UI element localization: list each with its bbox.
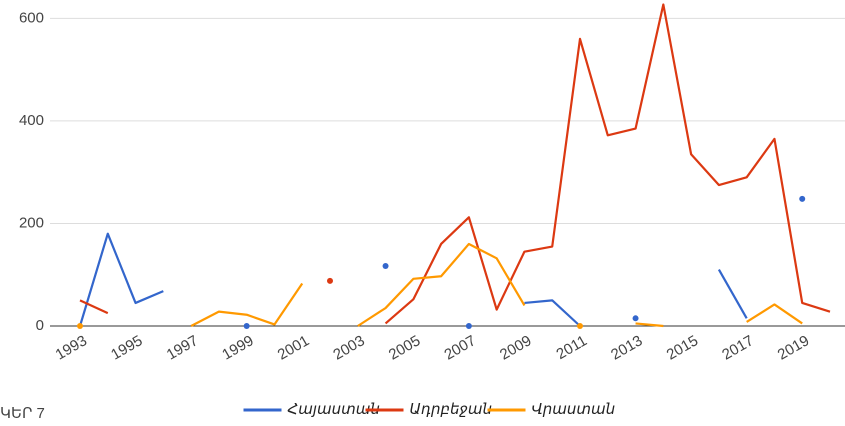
point xyxy=(577,323,583,329)
x-tick-label: 2013 xyxy=(608,332,645,363)
x-tick-label: 1997 xyxy=(164,332,201,363)
x-tick-label: 1999 xyxy=(219,332,256,363)
legend-label: Վրաստան xyxy=(532,401,616,418)
x-tick-label: 2007 xyxy=(441,332,478,363)
series-line xyxy=(717,269,748,319)
y-tick-label: 400 xyxy=(19,112,44,129)
series-line xyxy=(746,303,803,325)
series-line xyxy=(79,299,109,315)
x-tick-label: 2003 xyxy=(330,332,367,363)
x-tick-label: 2019 xyxy=(775,332,812,363)
point xyxy=(382,263,389,270)
x-tick-label: 2001 xyxy=(275,332,312,363)
series-line xyxy=(384,3,831,325)
point xyxy=(243,323,250,329)
legend-label: Հայաստան xyxy=(288,401,380,418)
y-tick-label: 200 xyxy=(19,214,44,231)
x-tick-label: 2009 xyxy=(497,332,534,363)
series-line xyxy=(78,232,164,327)
y-tick-label: 0 xyxy=(36,317,44,334)
series-line xyxy=(524,299,581,327)
x-tick-label: 2005 xyxy=(386,332,423,363)
caption: ԿԵՐ 7 xyxy=(0,405,45,422)
series-line xyxy=(357,242,526,327)
point xyxy=(799,195,806,202)
series-line xyxy=(635,322,664,328)
x-tick-label: 2011 xyxy=(554,332,590,363)
point xyxy=(632,315,639,322)
series-line xyxy=(190,282,304,327)
point xyxy=(77,323,83,329)
x-tick-label: 2017 xyxy=(719,332,756,363)
point xyxy=(327,277,333,284)
y-tick-label: 600 xyxy=(19,9,44,26)
x-tick-label: 1995 xyxy=(108,332,145,363)
x-tick-label: 1993 xyxy=(53,332,90,363)
point xyxy=(465,323,472,329)
legend-label: Ադրբեջան xyxy=(410,401,492,418)
x-tick-label: 2015 xyxy=(664,332,701,363)
